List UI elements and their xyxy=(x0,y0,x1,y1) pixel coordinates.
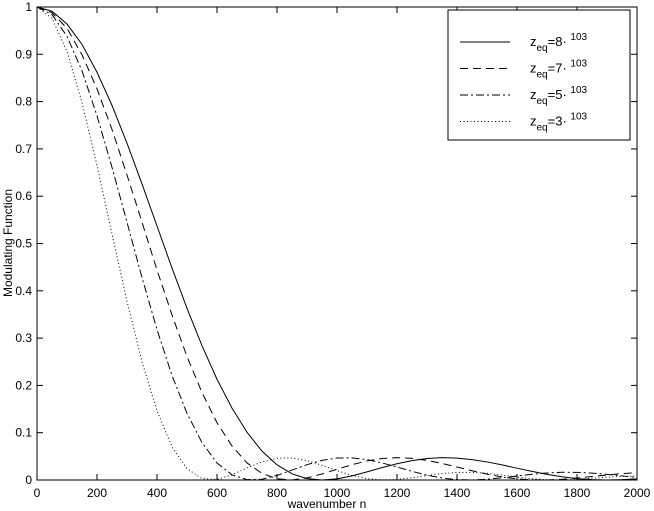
y-tick-label: 0.8 xyxy=(15,95,32,109)
x-tick-label: 600 xyxy=(207,486,227,500)
x-tick-label: 0 xyxy=(34,486,41,500)
x-tick-label: 200 xyxy=(87,486,107,500)
y-tick-label: 0.1 xyxy=(15,426,32,440)
series-line xyxy=(36,6,638,481)
y-tick-label: 1 xyxy=(25,0,32,14)
x-tick-label: 1000 xyxy=(324,486,351,500)
y-tick-label: 0.9 xyxy=(15,47,32,61)
x-tick-label: 1200 xyxy=(384,486,411,500)
series-line xyxy=(36,6,638,481)
x-tick-label: 1600 xyxy=(504,486,531,500)
y-tick-label: 0.5 xyxy=(15,237,32,251)
series-line xyxy=(36,6,638,481)
legend-label: zeq=8· 103 xyxy=(530,32,588,54)
y-tick-label: 0.6 xyxy=(15,189,32,203)
x-tick-label: 2000 xyxy=(624,486,651,500)
y-axis-label: Modulating Function xyxy=(1,189,15,297)
x-tick-label: 800 xyxy=(267,486,287,500)
y-tick-label: 0.2 xyxy=(15,378,32,392)
x-tick-label: 400 xyxy=(147,486,167,500)
legend-box xyxy=(447,9,631,141)
y-tick-label: 0.7 xyxy=(15,142,32,156)
x-tick-label: 1400 xyxy=(444,486,471,500)
y-tick-label: 0.4 xyxy=(15,284,32,298)
legend-label: zeq=7· 103 xyxy=(530,59,588,81)
x-axis-label: wavenumber n xyxy=(287,497,367,511)
legend-label: zeq=3· 103 xyxy=(530,112,588,134)
y-tick-label: 0 xyxy=(25,473,32,487)
x-tick-label: 1800 xyxy=(564,486,591,500)
series-line xyxy=(36,6,638,481)
y-tick-label: 0.3 xyxy=(15,331,32,345)
legend-label: zeq=5· 103 xyxy=(530,85,588,107)
